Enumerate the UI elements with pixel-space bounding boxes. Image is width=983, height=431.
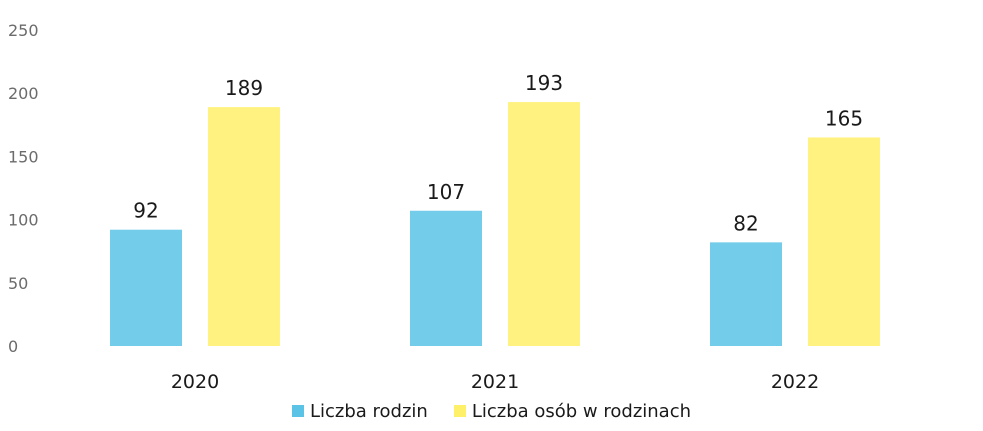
y-tick-label: 50: [8, 274, 28, 293]
x-axis: 2020 2021 2022: [171, 371, 819, 393]
legend-swatch-series-2: [453, 405, 466, 417]
data-label: 193: [525, 71, 563, 95]
y-tick-label: 250: [8, 21, 39, 40]
y-tick-label: 100: [8, 211, 39, 230]
bar-series-2-2020: [208, 107, 280, 346]
y-tick-label: 200: [8, 84, 39, 103]
data-label: 92: [133, 199, 158, 223]
x-tick-label: 2020: [171, 371, 219, 393]
bar-series-2-2022: [808, 137, 880, 346]
bar-series-1-2021: [410, 210, 482, 346]
bars: [110, 102, 880, 346]
data-labels: 92 189 107 193 82 165: [133, 71, 863, 235]
data-label: 165: [825, 106, 863, 130]
legend-swatch-series-1: [291, 405, 304, 417]
data-label: 189: [225, 76, 263, 100]
legend-label-series-2: Liczba osób w rodzinach: [471, 400, 692, 422]
y-tick-label: 0: [8, 337, 18, 356]
bar-series-1-2020: [110, 229, 182, 346]
y-tick-label: 150: [8, 147, 39, 166]
legend-item-series-2: Liczba osób w rodzinach: [453, 400, 692, 422]
legend-label-series-1: Liczba rodzin: [309, 400, 428, 422]
data-label: 107: [427, 180, 465, 204]
data-label: 82: [733, 211, 758, 235]
x-tick-label: 2021: [471, 371, 519, 393]
x-tick-label: 2022: [771, 371, 819, 393]
bar-series-2-2021: [508, 102, 580, 346]
legend: Liczba rodzin Liczba osób w rodzinach: [0, 398, 983, 424]
legend-item-series-1: Liczba rodzin: [291, 400, 428, 422]
bar-series-1-2022: [710, 242, 782, 346]
y-axis: 0 50 100 150 200 250: [8, 21, 39, 356]
